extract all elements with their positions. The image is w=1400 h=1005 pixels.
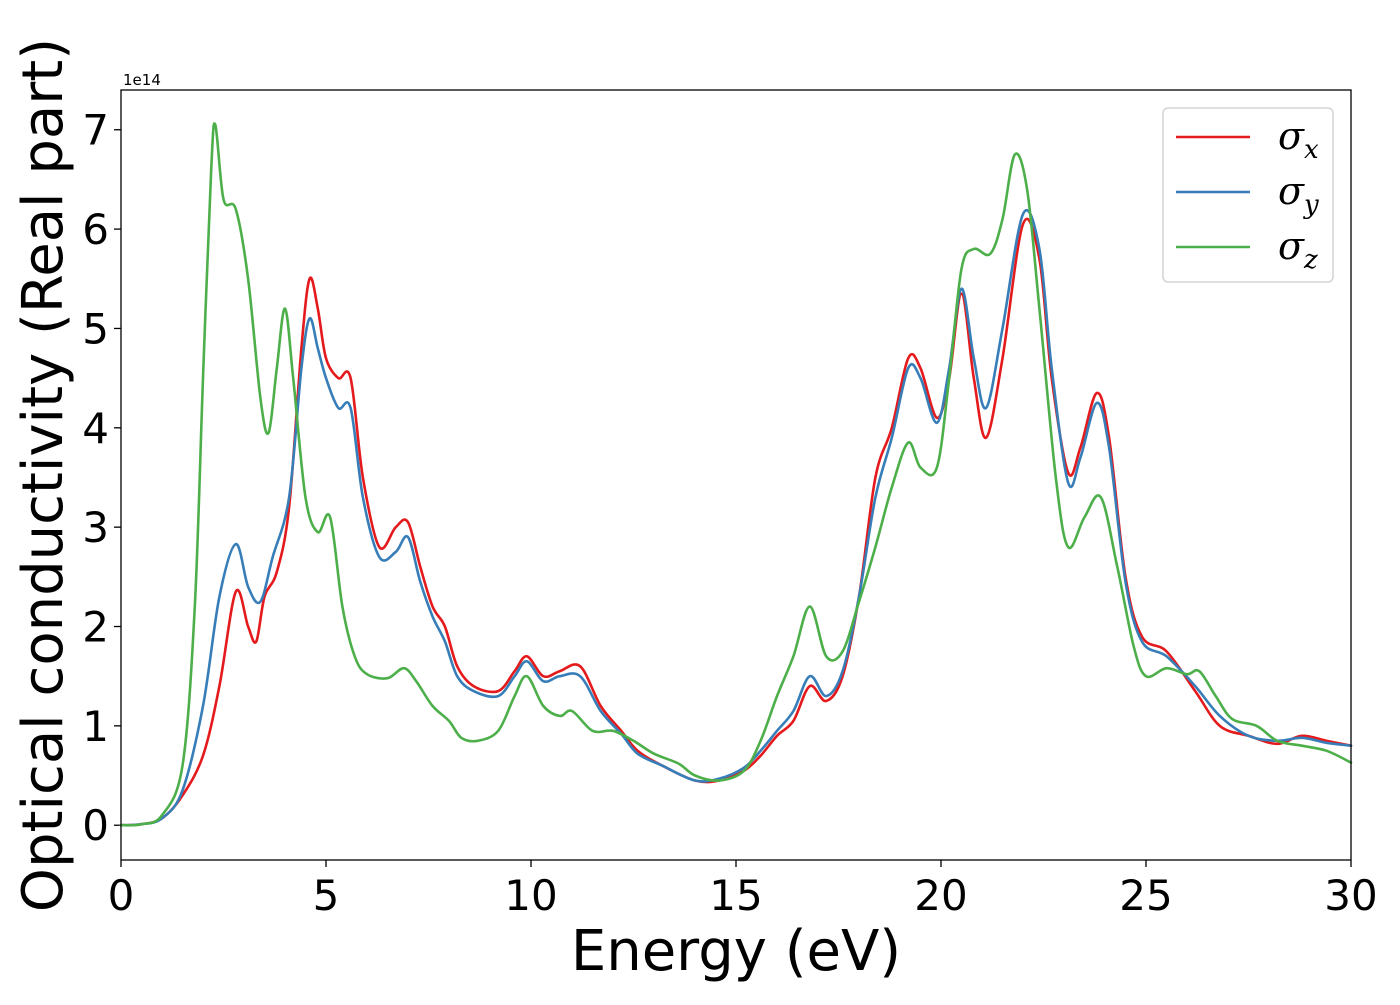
x-tick-label: 25 bbox=[1119, 871, 1172, 920]
y-axis-label: Optical conductivity (Real part) bbox=[11, 38, 76, 912]
x-tick-label: 0 bbox=[108, 871, 135, 920]
plot-frame bbox=[120, 89, 1352, 861]
legend-label-y: σy bbox=[1278, 169, 1319, 220]
y-tick-label: 7 bbox=[82, 106, 109, 155]
legend-box bbox=[1162, 107, 1334, 283]
y-tick-label: 4 bbox=[82, 404, 109, 453]
series-line-z bbox=[119, 122, 1353, 827]
x-tick-label: 5 bbox=[313, 871, 340, 920]
x-tick-label: 15 bbox=[709, 871, 762, 920]
x-tick-label: 20 bbox=[914, 871, 967, 920]
series-line-x bbox=[119, 217, 1353, 827]
y-tick-label: 1 bbox=[82, 702, 109, 751]
x-tick-label: 10 bbox=[504, 871, 557, 920]
ticks-layer: 0 5 10 15 20 25 30 0 1 2 3 4 5 6 7 bbox=[82, 106, 1377, 920]
series-layer bbox=[119, 122, 1353, 827]
x-tick-label: 30 bbox=[1324, 871, 1377, 920]
y-tick-label: 2 bbox=[82, 603, 109, 652]
y-tick-label: 6 bbox=[82, 205, 109, 254]
y-tick-label: 0 bbox=[82, 801, 109, 850]
y-tick-label: 5 bbox=[82, 304, 109, 353]
y-offset-label: 1e14 bbox=[123, 71, 161, 89]
x-axis-label: Energy (eV) bbox=[571, 919, 901, 984]
legend-label-z: σz bbox=[1278, 224, 1318, 275]
legend-label-x: σx bbox=[1278, 114, 1319, 165]
y-tick-label: 3 bbox=[82, 503, 109, 552]
